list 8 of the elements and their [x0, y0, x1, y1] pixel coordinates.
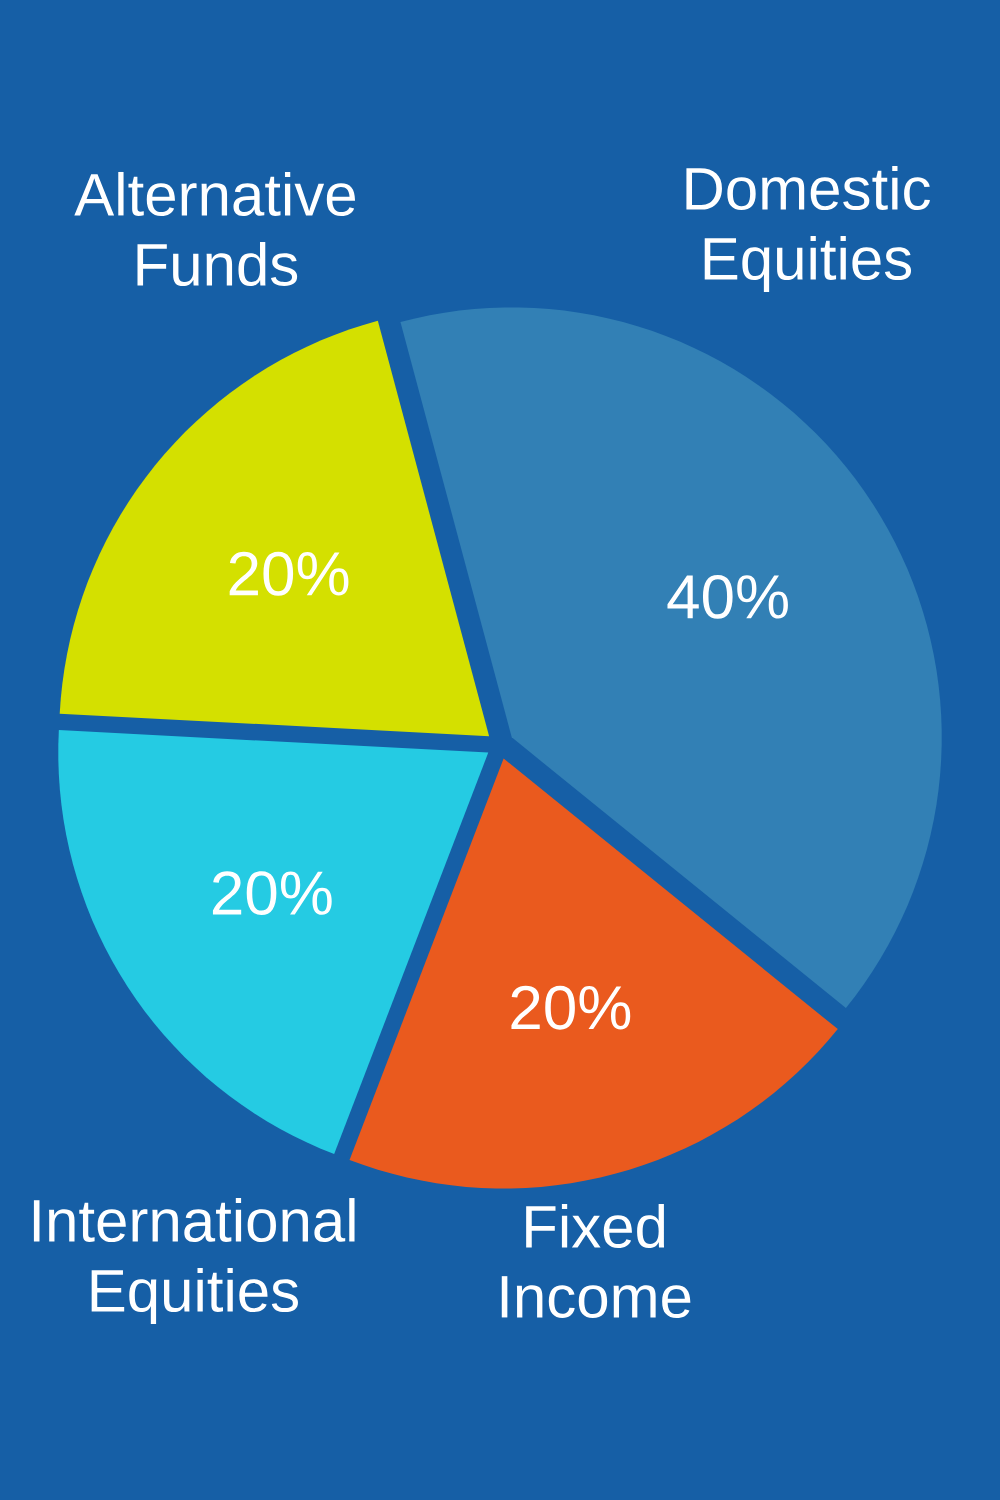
- data-label: 20%: [511, 985, 631, 1030]
- data-label: 20%: [229, 551, 349, 596]
- data-label: 40%: [667, 574, 788, 619]
- slice-label: Alternative Funds: [74, 171, 355, 287]
- slice-label: International Equities: [33, 1198, 355, 1324]
- slice-label: Domestic Equities: [686, 166, 930, 292]
- data-label: 20%: [212, 871, 332, 916]
- slice-label: Fixed Income: [501, 1203, 691, 1319]
